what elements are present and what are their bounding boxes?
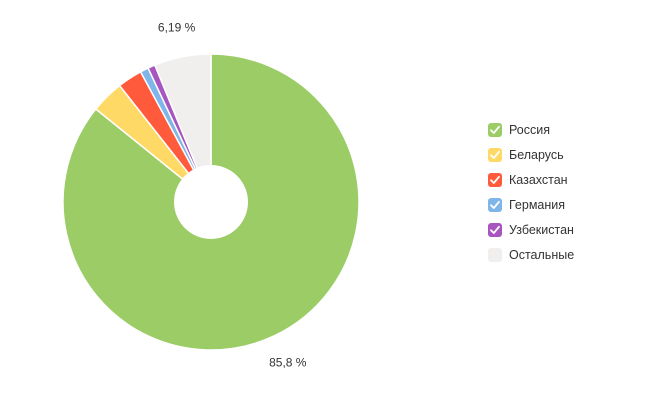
data-labels: 85,8 % 6,19 % <box>158 20 307 369</box>
legend-item-2[interactable]: Казахстан <box>488 167 574 192</box>
donut-hole <box>174 165 248 239</box>
legend: Россия Беларусь Казахстан Германия Узбекиста… <box>488 117 574 267</box>
checkbox-checked-icon[interactable] <box>488 197 502 212</box>
legend-label: Россия <box>509 122 550 137</box>
legend-item-1[interactable]: Беларусь <box>488 142 574 167</box>
check-icon <box>490 125 500 134</box>
check-icon <box>490 225 500 234</box>
pie-slice-5[interactable] <box>154 53 212 203</box>
check-icon <box>490 175 500 184</box>
checkbox-checked-icon[interactable] <box>488 147 502 162</box>
legend-item-5[interactable]: Остальные <box>488 242 574 267</box>
checkbox-checked-icon[interactable] <box>488 172 502 187</box>
check-icon <box>490 150 500 159</box>
legend-item-4[interactable]: Узбекистан <box>488 217 574 242</box>
legend-label: Казахстан <box>509 172 568 187</box>
legend-label: Беларусь <box>509 147 564 162</box>
legend-item-0[interactable]: Россия <box>488 117 574 142</box>
legend-label: Германия <box>509 197 566 212</box>
checkbox-unchecked-icon[interactable] <box>488 247 502 262</box>
checkbox-checked-icon[interactable] <box>488 222 502 237</box>
data-label-0: 85,8 % <box>269 356 307 370</box>
legend-item-3[interactable]: Германия <box>488 192 574 217</box>
check-icon <box>490 200 500 209</box>
checkbox-checked-icon[interactable] <box>488 122 502 137</box>
legend-label: Узбекистан <box>509 222 574 237</box>
legend-label: Остальные <box>509 247 575 262</box>
data-label-1: 6,19 % <box>158 20 196 34</box>
